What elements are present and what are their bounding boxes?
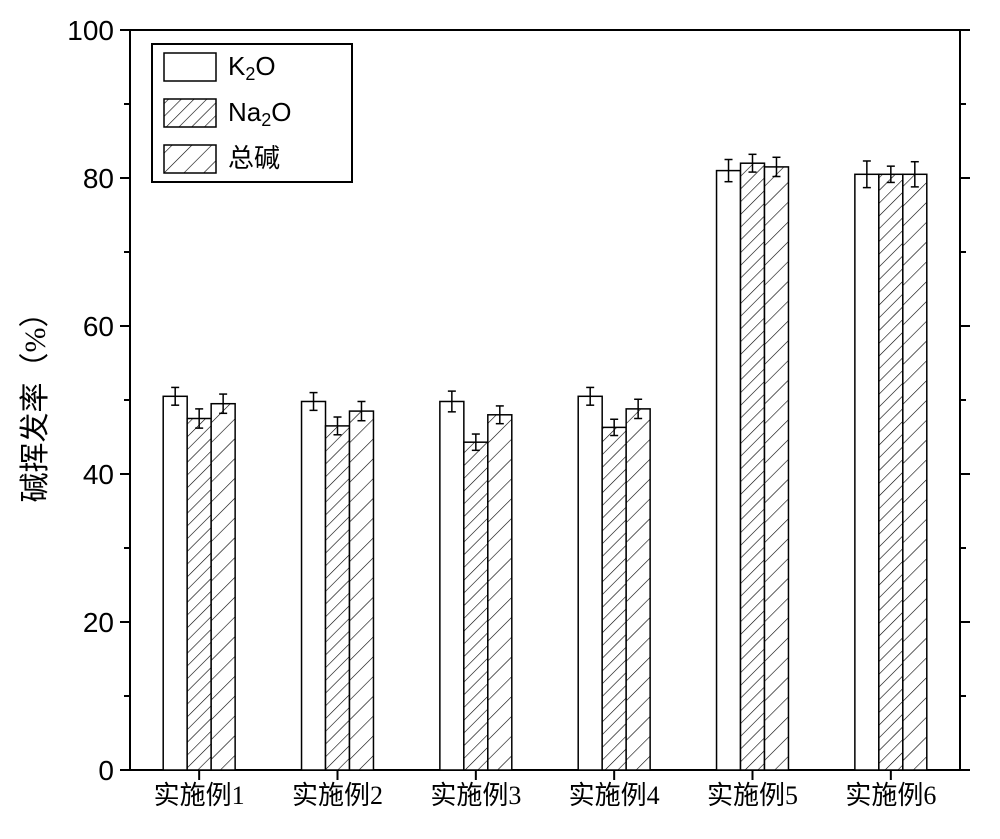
legend-swatch-K2O	[164, 53, 216, 81]
x-tick-label: 实施例5	[707, 781, 798, 810]
y-tick-label: 0	[98, 755, 114, 786]
chart-container: 0 20 40 60 80 100 碱挥发率（%） 实施例1 实施例2 实施例3 实施例4 实施例5 实…	[0, 0, 1000, 839]
bar-K2O	[717, 171, 741, 770]
bar-K2O	[302, 401, 326, 770]
bar-Na2O	[741, 163, 765, 770]
y-tick-label: 100	[67, 15, 114, 46]
bar-total	[488, 415, 512, 770]
bar-total	[349, 411, 373, 770]
y-tick-label: 60	[83, 311, 114, 342]
x-tick-label: 实施例4	[569, 781, 660, 810]
y-tick-label: 40	[83, 459, 114, 490]
legend-label-total: 总碱	[228, 143, 280, 173]
bar-chart: 0 20 40 60 80 100 碱挥发率（%） 实施例1 实施例2 实施例3 实施例4 实施例5 实…	[0, 0, 1000, 839]
x-tick-label: 实施例1	[154, 781, 245, 810]
bar-Na2O	[464, 442, 488, 770]
bar-Na2O	[602, 427, 626, 770]
bar-total	[626, 409, 650, 770]
bar-Na2O	[879, 174, 903, 770]
legend-swatch-total	[164, 145, 216, 173]
bar-K2O	[163, 396, 187, 770]
bar-K2O	[855, 174, 879, 770]
y-axis-label: 碱挥发率（%）	[19, 298, 52, 503]
legend-label-Na2O: Na2O	[228, 97, 292, 130]
legend-swatch-Na2O	[164, 99, 216, 127]
bar-total	[903, 174, 927, 770]
x-tick-label: 实施例3	[430, 781, 521, 810]
y-tick-label: 80	[83, 163, 114, 194]
bar-K2O	[440, 401, 464, 770]
bar-total	[211, 404, 235, 770]
bar-Na2O	[187, 419, 211, 771]
x-tick-label: 实施例2	[292, 781, 383, 810]
y-tick-label: 20	[83, 607, 114, 638]
x-tick-label: 实施例6	[845, 781, 936, 810]
bar-K2O	[578, 396, 602, 770]
bar-Na2O	[326, 426, 350, 770]
bar-total	[764, 167, 788, 770]
